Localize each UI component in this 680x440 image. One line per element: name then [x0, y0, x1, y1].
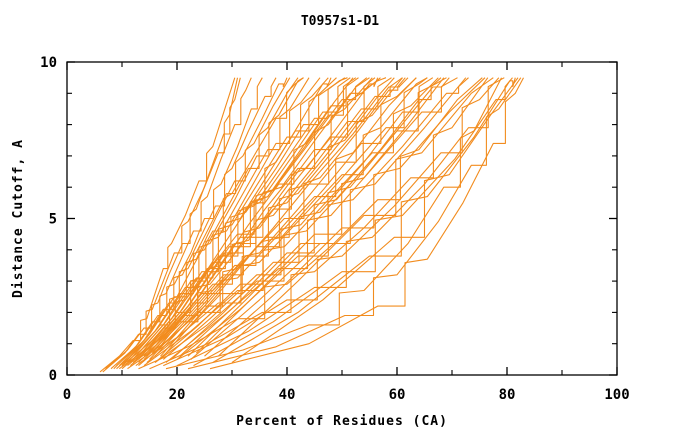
curve-model-22 [121, 77, 332, 367]
curve-model-60 [209, 77, 524, 370]
curve-model-12 [132, 77, 321, 360]
curve-model-14 [138, 77, 337, 360]
x-axis-title: Percent of Residues (CA) [236, 414, 448, 429]
curve-model-38 [179, 77, 442, 357]
xtick-label: 20 [169, 387, 186, 403]
curve-model-19 [151, 77, 368, 354]
curve-model-47 [176, 77, 469, 360]
curve-model-45 [154, 77, 447, 363]
curve-model-32 [129, 77, 379, 367]
curve-model-09 [124, 77, 299, 363]
curve-model-08 [121, 77, 291, 366]
curve-model-49 [204, 77, 486, 357]
curve-model-48 [190, 77, 467, 360]
curve-model-56 [212, 77, 516, 363]
curve-model-43 [135, 77, 428, 367]
xtick-label: 100 [604, 387, 629, 403]
chart-title: T0957s1-D1 [300, 14, 380, 29]
xtick-label: 40 [279, 387, 296, 403]
curve-model-23 [127, 77, 354, 367]
xtick-label: 80 [499, 387, 516, 403]
curve-model-26 [143, 77, 381, 360]
curve-model-36 [162, 77, 428, 360]
ytick-label: 0 [49, 368, 57, 384]
curve-model-24 [132, 77, 370, 363]
ytick-label: 5 [49, 212, 57, 228]
curve-model-53 [163, 77, 500, 367]
curve-model-57 [231, 77, 519, 363]
curve-model-52 [149, 77, 489, 370]
curve-model-11 [129, 77, 310, 363]
curve-model-59 [187, 77, 522, 370]
curve-model-44 [143, 77, 439, 367]
curve-model-34 [146, 77, 403, 363]
curve-model-35 [154, 77, 417, 363]
curve-model-33 [138, 77, 395, 367]
curve-model-40 [195, 77, 445, 354]
axes-frame-group [66, 61, 618, 376]
y-axis-title: Distance Cutoff, A [11, 139, 26, 298]
curve-model-42 [127, 77, 417, 370]
axis-labels-group: 0 20 40 60 80 100 0 5 10 Percent of Residues (CA)… [11, 55, 630, 429]
curve-model-31 [121, 77, 357, 370]
curve-model-51 [138, 77, 483, 370]
xtick-label: 0 [63, 387, 71, 403]
curve-model-10 [127, 77, 304, 363]
curve-series-group [99, 77, 524, 373]
curve-model-46 [165, 77, 458, 363]
xtick-label: 60 [389, 387, 406, 403]
curve-model-58 [165, 77, 502, 370]
curve-model-50 [217, 77, 494, 357]
ytick-label: 10 [40, 55, 57, 71]
